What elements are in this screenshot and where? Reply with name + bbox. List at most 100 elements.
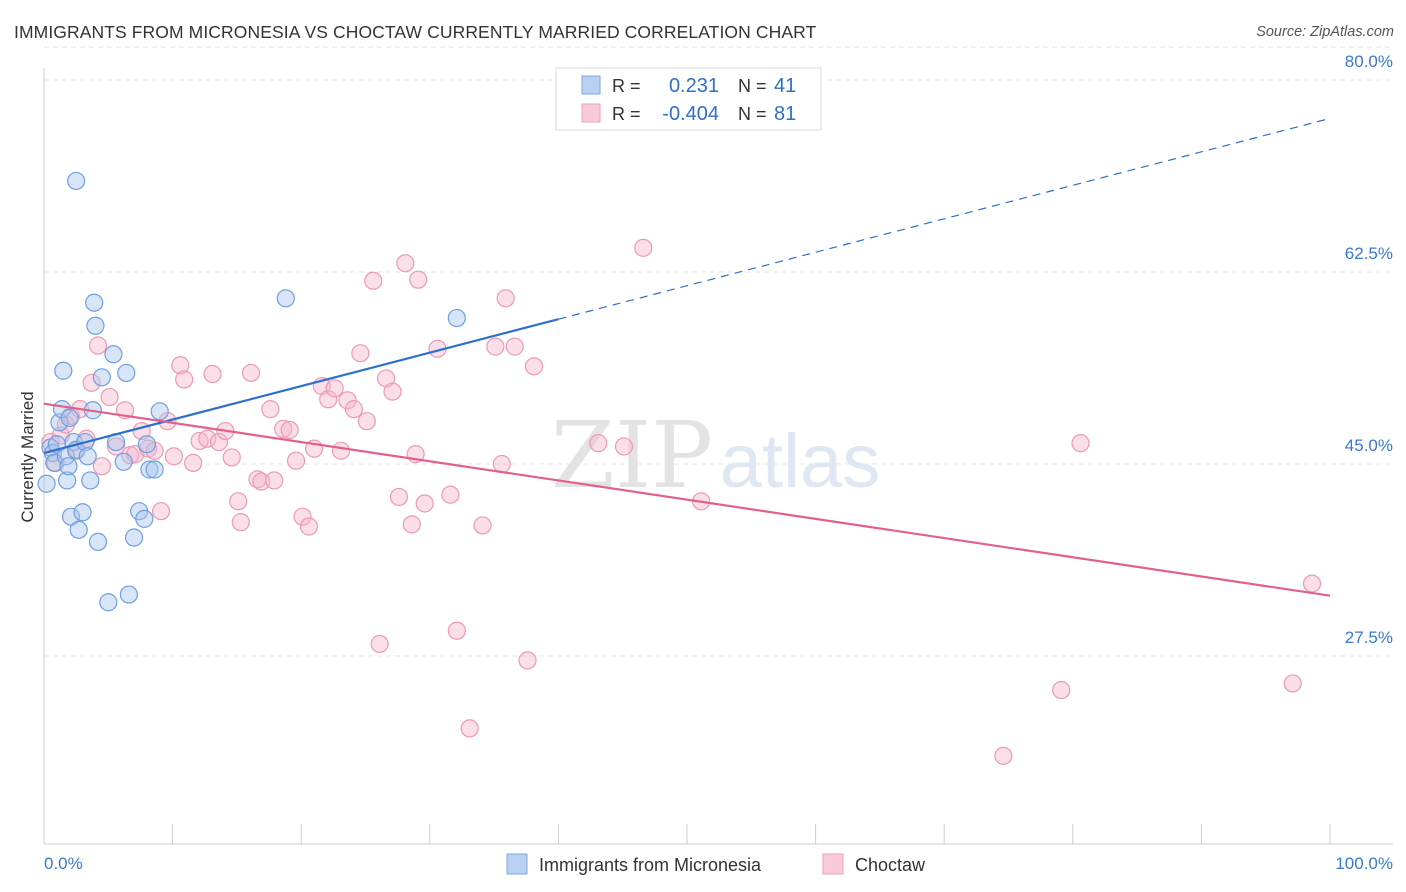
blue-data-point: [73, 503, 92, 522]
y-axis-label: Currently Married: [18, 391, 37, 522]
pink-data-point: [198, 429, 217, 448]
pink-data-point: [319, 390, 338, 409]
pink-data-point: [518, 651, 537, 670]
pink-data-point: [88, 336, 108, 355]
y-tick-label: 62.5%: [1345, 244, 1393, 263]
blue-data-point: [276, 289, 295, 308]
pink-data-point: [293, 507, 312, 526]
pink-data-point: [261, 400, 280, 419]
pink-data-point: [325, 379, 344, 398]
blue-data-point: [135, 509, 154, 528]
blue-data-point: [37, 474, 56, 493]
pink-data-point: [447, 621, 466, 640]
pink-data-point: [994, 746, 1013, 765]
pink-data-point: [222, 448, 241, 467]
legend-r-value-pink: -0.404: [662, 103, 719, 125]
pink-data-point: [331, 441, 351, 460]
blue-data-point: [59, 457, 78, 476]
pink-data-point: [231, 513, 250, 532]
pink-data-point: [370, 634, 389, 654]
blue-trend-extension: [558, 117, 1331, 320]
legend-n-label-blue: N =: [738, 76, 767, 96]
legend-r-value-blue: 0.231: [669, 75, 719, 97]
legend-swatch-blue: [581, 75, 601, 95]
pink-data-point: [415, 494, 434, 513]
pink-data-point: [92, 457, 111, 476]
pink-data-point: [614, 437, 634, 456]
pink-data-point: [496, 289, 515, 308]
pink-data-point: [299, 517, 319, 536]
y-tick-labels: 27.5% 45.0% 62.5% 80.0%: [1345, 52, 1393, 647]
choctaw-points: [41, 238, 1322, 765]
pink-data-point: [364, 271, 383, 290]
blue-data-point: [145, 460, 164, 479]
pink-data-point: [344, 400, 364, 419]
source-label: Source: ZipAtlas.com: [1256, 24, 1394, 40]
pink-data-point: [286, 451, 306, 470]
series-legend-swatch-pink: [822, 853, 844, 875]
series-legend-label-pink: Choctaw: [855, 855, 926, 875]
blue-data-point: [137, 435, 156, 454]
legend-n-value-blue: 41: [774, 75, 796, 97]
series-legend-swatch-blue: [506, 853, 528, 875]
pink-data-point: [171, 356, 190, 375]
blue-data-point: [104, 345, 123, 364]
pink-data-point: [229, 492, 248, 511]
legend-n-label-pink: N =: [738, 104, 767, 124]
blue-data-point: [81, 471, 100, 490]
gridlines: [44, 46, 1393, 657]
pink-data-point: [396, 254, 415, 273]
series-legend-label-blue: Immigrants from Micronesia: [539, 855, 762, 875]
pink-data-point: [492, 454, 511, 474]
pink-data-point: [357, 412, 376, 431]
blue-data-point: [58, 471, 77, 490]
blue-data-point: [69, 520, 88, 539]
pink-data-point: [383, 382, 402, 401]
pink-data-point: [1052, 680, 1071, 700]
pink-data-point: [280, 420, 299, 440]
pink-data-point: [351, 344, 370, 363]
pink-data-point: [589, 434, 608, 453]
blue-data-point: [60, 408, 79, 428]
chart-title: IMMIGRANTS FROM MICRONESIA VS CHOCTAW CU…: [14, 22, 817, 42]
watermark-atlas: atlas: [720, 419, 881, 504]
blue-data-point: [45, 453, 64, 473]
watermark-zip: ZIP: [551, 402, 713, 509]
blue-data-point: [114, 452, 133, 471]
pink-data-point: [164, 447, 183, 466]
y-tick-label: 27.5%: [1345, 628, 1393, 647]
axes: [43, 68, 1393, 845]
pink-data-point: [82, 373, 101, 392]
legend-r-label-blue: R =: [612, 76, 641, 96]
blue-data-point: [85, 293, 104, 312]
pink-data-point: [634, 238, 653, 257]
blue-data-point: [78, 447, 97, 466]
pink-data-point: [175, 370, 194, 389]
x-tick-label-max: 100.0%: [1335, 854, 1393, 873]
blue-trend-line: [43, 318, 559, 455]
blue-data-point: [117, 363, 136, 383]
pink-data-point: [441, 485, 460, 504]
pink-data-point: [265, 471, 284, 490]
pink-data-point: [524, 357, 544, 376]
pink-data-point: [409, 270, 428, 289]
y-tick-label: 80.0%: [1345, 52, 1393, 71]
blue-data-point: [88, 532, 108, 551]
pink-data-point: [1283, 674, 1302, 693]
pink-trend-line: [43, 402, 1331, 597]
blue-data-point: [67, 171, 86, 191]
pink-data-point: [209, 432, 228, 452]
blue-data-point: [119, 585, 138, 604]
pink-data-point: [402, 515, 421, 534]
pink-data-point: [252, 472, 271, 491]
pink-data-point: [473, 516, 492, 535]
pink-data-point: [184, 453, 203, 473]
blue-data-point: [99, 593, 118, 612]
pink-data-point: [274, 419, 293, 438]
pink-data-point: [203, 364, 222, 384]
blue-data-point: [150, 402, 169, 421]
legend-n-value-pink: 81: [774, 103, 796, 125]
x-tick-label-min: 0.0%: [44, 854, 83, 873]
y-tick-label: 45.0%: [1345, 436, 1393, 455]
